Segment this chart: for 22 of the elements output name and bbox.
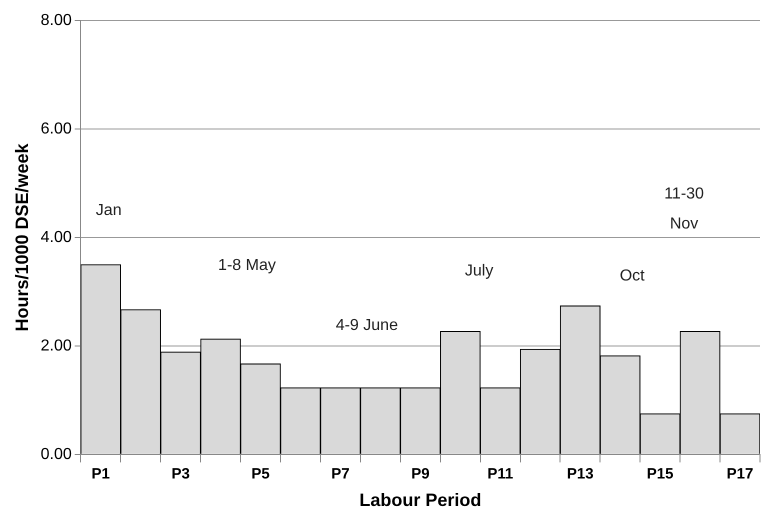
x-tick-label: P1: [92, 466, 110, 483]
x-tick-label: P13: [566, 466, 594, 483]
x-tick-label: P7: [331, 466, 350, 483]
x-axis-title: Labour Period: [359, 490, 482, 510]
x-tick-label: P15: [646, 466, 674, 483]
annotation: 11-30 Nov: [664, 186, 704, 233]
x-tick-label: P5: [251, 466, 270, 483]
annotation: Oct: [620, 267, 646, 284]
x-tick-label: P9: [411, 466, 430, 483]
annotation: 4-9 June: [336, 316, 398, 334]
x-tick-label: P11: [487, 466, 514, 483]
y-tick-label: 2.00: [40, 337, 72, 354]
y-tick-label: 4.00: [40, 228, 72, 246]
y-tick-label: 8.00: [40, 12, 72, 30]
x-tick-label: P3: [171, 466, 190, 483]
y-tick-label: 6.00: [40, 120, 72, 138]
annotation: Jan: [96, 202, 122, 219]
annotation: July: [464, 262, 494, 280]
y-axis-title: Hours/1000 DSE/week: [12, 142, 32, 332]
y-tick-label: 0.00: [40, 446, 72, 463]
x-tick-label: P17: [726, 466, 754, 483]
annotation: 1-8 May: [218, 257, 276, 274]
